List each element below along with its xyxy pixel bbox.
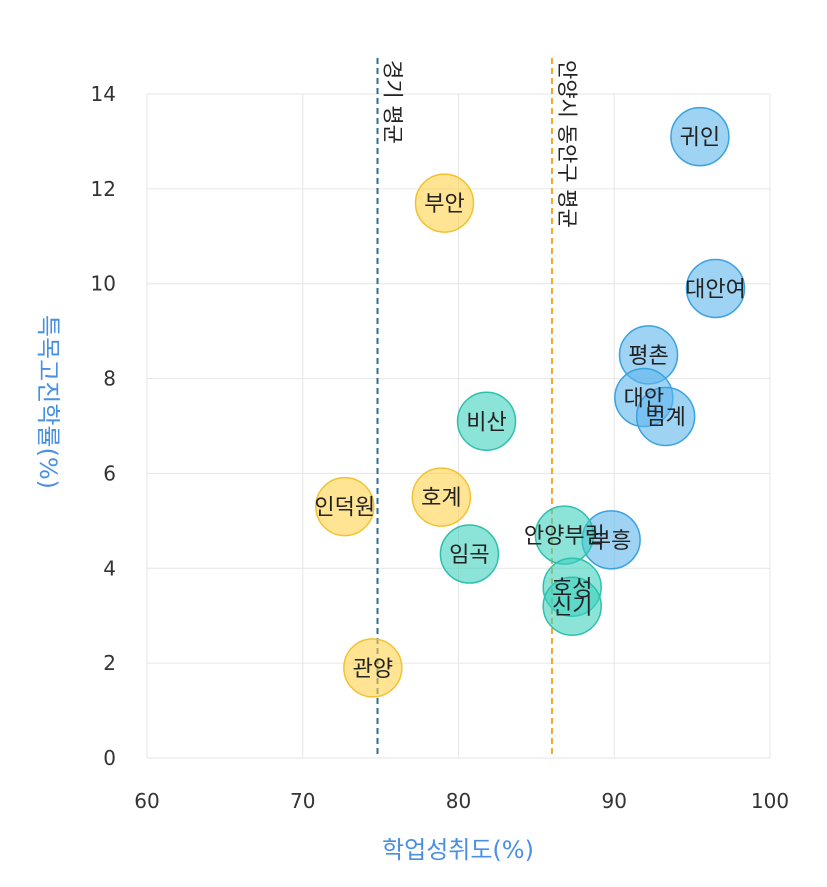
y-axis-ticks: 0 2 4 6 8 10 12 14 [91, 82, 116, 770]
x-tick-label: 90 [602, 789, 627, 813]
bubble-label: 대안여 [685, 277, 746, 302]
bubble-yellow [343, 638, 403, 698]
bubble-label: 비산 [466, 410, 506, 435]
y-tick-label: 2 [103, 651, 116, 675]
bubble-label: 평촌 [628, 344, 668, 369]
y-axis-title: 특목고진학률(%) [34, 315, 62, 489]
bubble-label: 부흥 [591, 529, 631, 554]
reference-line-label: 경기 평균 [381, 60, 405, 144]
bubble-teal [439, 524, 500, 584]
bubble-label: 호성 [552, 576, 592, 601]
y-tick-label: 0 [103, 746, 116, 770]
bubble-blue [685, 258, 746, 319]
x-tick-label: 70 [290, 789, 315, 813]
bubble-label: 대안 [624, 387, 664, 412]
bubble-yellow [414, 173, 475, 233]
bubble-yellow [411, 467, 472, 527]
bubble-yellow [315, 476, 375, 537]
y-tick-label: 4 [103, 556, 116, 580]
bubble-blue [635, 386, 696, 447]
y-tick-label: 14 [91, 82, 116, 106]
bubble-label: 관양 [353, 657, 393, 682]
y-tick-label: 10 [91, 272, 116, 296]
y-tick-label: 6 [103, 461, 116, 485]
bubble-label: 안양부림 [524, 524, 605, 549]
y-tick-label: 8 [103, 367, 116, 391]
bubble-label: 범계 [645, 406, 685, 431]
bubble-teal [542, 576, 602, 636]
bubble-label: 임곡 [449, 543, 489, 568]
x-tick-label: 80 [446, 789, 471, 813]
bubble-blue [670, 106, 730, 167]
y-tick-label: 12 [91, 177, 116, 201]
x-tick-label: 100 [751, 789, 789, 813]
bubble-label: 신기 [552, 595, 592, 620]
bubble-label: 인덕원 [314, 496, 375, 521]
x-axis-ticks: 60 70 80 90 100 [134, 789, 789, 813]
bubble-label: 귀인 [680, 126, 720, 151]
reference-line-label: 안양시 동안구 평균 [555, 60, 579, 228]
bubble-teal [456, 391, 517, 452]
x-tick-label: 60 [134, 789, 159, 813]
bubble-label: 부안 [424, 192, 464, 217]
x-axis-title: 학업성취도(%) [382, 836, 534, 864]
bubble-label: 호계 [421, 486, 461, 511]
